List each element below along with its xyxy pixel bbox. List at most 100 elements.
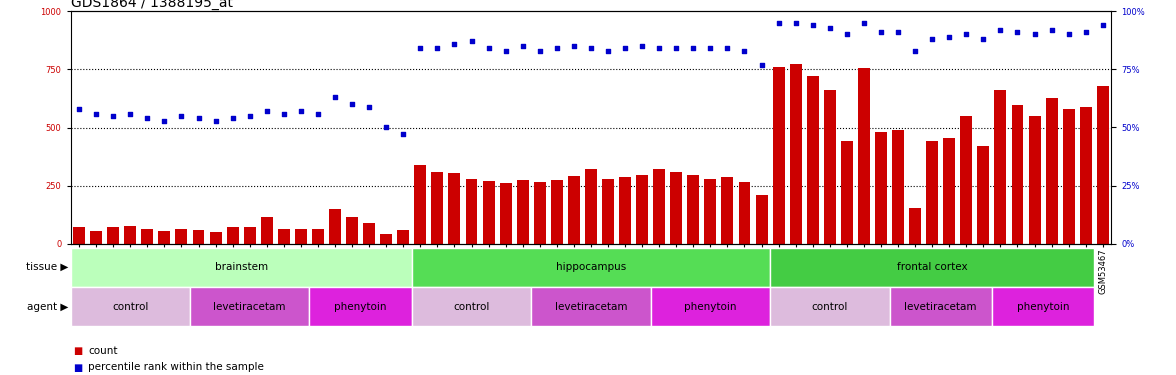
Point xyxy=(462,39,481,45)
Bar xyxy=(568,176,580,244)
Point xyxy=(1042,27,1061,33)
Bar xyxy=(1029,116,1041,244)
Point xyxy=(906,48,924,54)
Bar xyxy=(295,229,307,244)
Point xyxy=(1060,32,1078,38)
Point xyxy=(189,115,208,121)
Bar xyxy=(824,90,836,244)
Point xyxy=(564,43,583,49)
Bar xyxy=(1011,105,1023,244)
Bar xyxy=(397,230,409,244)
Point xyxy=(326,94,345,100)
Bar xyxy=(1097,86,1109,244)
Bar xyxy=(770,287,889,326)
Point xyxy=(599,48,617,54)
Text: agent ▶: agent ▶ xyxy=(27,302,68,312)
Bar xyxy=(534,182,546,244)
Text: GDS1864 / 1388195_at: GDS1864 / 1388195_at xyxy=(71,0,233,10)
Bar xyxy=(636,175,648,244)
Text: phenytoin: phenytoin xyxy=(1017,302,1069,312)
Point xyxy=(479,45,497,51)
Bar xyxy=(159,231,171,244)
Bar xyxy=(550,180,563,244)
Point xyxy=(1025,32,1044,38)
Bar xyxy=(1045,99,1057,244)
Point xyxy=(684,45,703,51)
Text: ■: ■ xyxy=(73,363,82,372)
Bar xyxy=(312,229,323,244)
Point xyxy=(1076,29,1095,35)
Point xyxy=(974,36,993,42)
Point xyxy=(292,108,310,114)
Point xyxy=(445,41,463,47)
Bar xyxy=(412,248,770,287)
Point xyxy=(223,115,242,121)
Bar xyxy=(500,183,512,244)
Point xyxy=(889,29,908,35)
Point xyxy=(172,113,191,119)
Point xyxy=(496,48,515,54)
Point xyxy=(923,36,942,42)
Text: frontal cortex: frontal cortex xyxy=(897,262,968,272)
Point xyxy=(837,32,856,38)
Text: phenytoin: phenytoin xyxy=(684,302,736,312)
Bar xyxy=(927,141,938,244)
Text: percentile rank within the sample: percentile rank within the sample xyxy=(88,363,265,372)
Bar xyxy=(991,287,1094,326)
Point xyxy=(1008,29,1027,35)
Bar xyxy=(432,172,443,244)
Bar xyxy=(466,178,477,244)
Bar xyxy=(977,146,989,244)
Text: control: control xyxy=(811,302,848,312)
Point xyxy=(206,117,225,123)
Point xyxy=(428,45,447,51)
Point xyxy=(547,45,566,51)
Point xyxy=(308,111,327,117)
Bar xyxy=(380,234,392,244)
Point xyxy=(787,20,806,26)
Bar xyxy=(893,130,904,244)
Bar xyxy=(602,178,614,244)
Bar xyxy=(516,180,529,244)
Point xyxy=(821,24,840,30)
Bar xyxy=(243,228,255,244)
Point xyxy=(753,62,771,68)
Bar xyxy=(995,90,1007,244)
Point xyxy=(376,124,395,130)
Bar xyxy=(889,287,991,326)
Bar xyxy=(175,229,187,244)
Point xyxy=(103,113,122,119)
Bar xyxy=(961,116,973,244)
Bar xyxy=(858,68,870,244)
Bar xyxy=(346,217,358,244)
Bar xyxy=(482,181,495,244)
Point xyxy=(240,113,259,119)
Text: phenytoin: phenytoin xyxy=(334,302,387,312)
Text: levetiracetam: levetiracetam xyxy=(904,302,977,312)
Bar xyxy=(584,170,597,244)
Bar xyxy=(670,172,682,244)
Point xyxy=(138,115,156,121)
Point xyxy=(991,27,1010,33)
Point xyxy=(667,45,686,51)
Bar xyxy=(619,177,632,244)
Bar xyxy=(653,170,666,244)
Bar xyxy=(909,208,921,244)
Bar xyxy=(71,287,191,326)
Point xyxy=(719,45,737,51)
Point xyxy=(582,45,601,51)
Bar xyxy=(309,287,412,326)
Bar xyxy=(704,178,716,244)
Bar xyxy=(91,231,102,244)
Text: hippocampus: hippocampus xyxy=(556,262,626,272)
Text: ■: ■ xyxy=(73,346,82,355)
Point xyxy=(87,111,106,117)
Bar xyxy=(193,230,205,244)
Point xyxy=(940,34,958,40)
Bar xyxy=(790,63,802,244)
Bar xyxy=(278,229,289,244)
Bar xyxy=(1080,106,1091,244)
Bar xyxy=(739,182,750,244)
Text: levetiracetam: levetiracetam xyxy=(214,302,286,312)
Bar xyxy=(261,217,273,244)
